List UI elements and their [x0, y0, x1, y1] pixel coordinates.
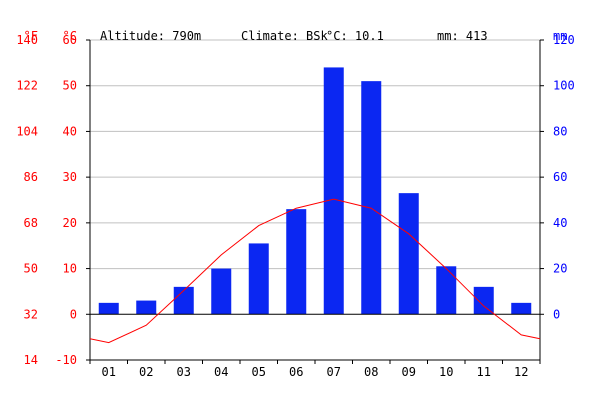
fahrenheit-tick-label: 68	[24, 216, 38, 230]
chart-header: Altitude: 790m Climate: BSk °C: 10.1 mm:…	[100, 29, 488, 43]
gridlines	[90, 39, 540, 270]
fahrenheit-tick-label: 32	[24, 307, 38, 321]
month-label: 04	[214, 365, 228, 379]
precipitation-bar	[211, 268, 232, 315]
precipitation-bar	[511, 302, 532, 315]
celsius-tick-label: 20	[63, 216, 77, 230]
temperature-line-group	[89, 198, 541, 344]
fahrenheit-tick-label: 50	[24, 262, 38, 276]
mm-tick-label: 0	[553, 307, 560, 321]
precipitation-bars	[98, 67, 532, 315]
celsius-tick-label: 0	[70, 307, 77, 321]
month-label: 08	[364, 365, 378, 379]
mm-tick-label: 100	[553, 79, 575, 93]
fahrenheit-tick-label: 14	[24, 353, 38, 367]
celsius-tick-label: 40	[63, 124, 77, 138]
precipitation-bar	[398, 193, 419, 315]
precipitation-bar	[173, 286, 194, 315]
mm-tick-label: 40	[553, 216, 567, 230]
mm-tick-label: 120	[553, 33, 575, 47]
month-label: 02	[139, 365, 153, 379]
precipitation-bar	[248, 243, 269, 315]
plot-frame	[89, 40, 541, 361]
altitude-label: Altitude: 790m	[100, 29, 201, 43]
precipitation-bar	[436, 266, 457, 315]
month-label: 10	[439, 365, 453, 379]
climate-label: Climate: BSk	[241, 29, 328, 43]
month-label: 11	[477, 365, 491, 379]
precipitation-bar	[323, 67, 344, 315]
month-label: 12	[514, 365, 528, 379]
celsius-tick-label: 60	[63, 33, 77, 47]
fahrenheit-unit-label: °F	[24, 29, 38, 43]
fahrenheit-tick-label: 104	[16, 124, 38, 138]
fahrenheit-tick-label: 122	[16, 79, 38, 93]
mm-tick-label: 20	[553, 262, 567, 276]
month-label: 09	[402, 365, 416, 379]
precipitation-bar	[473, 286, 494, 315]
precipitation-bar	[98, 302, 119, 315]
celsius-tick-label: 10	[63, 262, 77, 276]
celsius-tick-label: 50	[63, 79, 77, 93]
fahrenheit-tick-label: 86	[24, 170, 38, 184]
precipitation-bar	[286, 209, 307, 315]
mean-temperature-label: °C: 10.1	[326, 29, 384, 43]
celsius-tick-label: 30	[63, 170, 77, 184]
month-label: 06	[289, 365, 303, 379]
celsius-unit-label: °C	[63, 29, 77, 43]
month-label: 05	[252, 365, 266, 379]
temperature-line	[89, 198, 541, 344]
celsius-tick-label: -10	[55, 353, 77, 367]
axes: -101403210502068308640104501226014002040…	[16, 33, 574, 379]
precipitation-bar	[136, 300, 157, 315]
fahrenheit-tick-label: 140	[16, 33, 38, 47]
month-label: 03	[177, 365, 191, 379]
annual-precipitation-label: mm: 413	[437, 29, 488, 43]
precipitation-bar	[361, 81, 382, 315]
month-label: 01	[102, 365, 116, 379]
mm-tick-label: 80	[553, 124, 567, 138]
month-label: 07	[327, 365, 341, 379]
mm-unit-label: mm	[553, 29, 567, 43]
mm-tick-label: 60	[553, 170, 567, 184]
